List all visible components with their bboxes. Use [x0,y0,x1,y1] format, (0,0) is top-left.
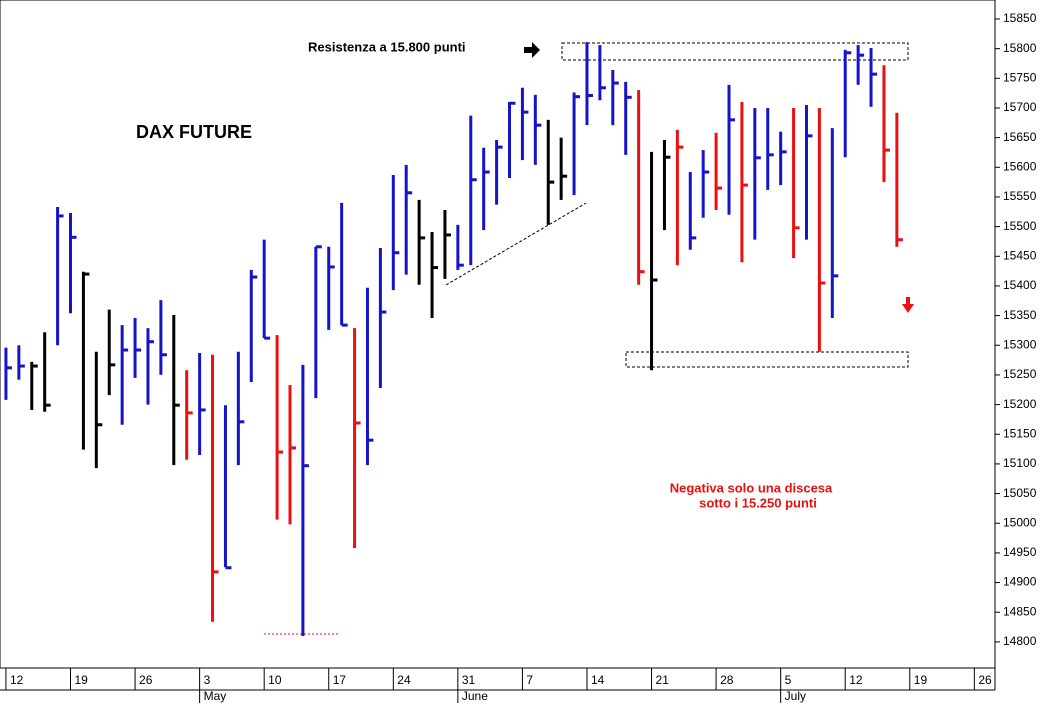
y-tick-label: 14850 [1003,604,1037,618]
x-tick-label: 28 [720,673,734,687]
x-tick-label: 5 [785,673,792,687]
y-tick-label: 15550 [1003,189,1037,203]
x-tick-label: 26 [139,673,153,687]
y-tick-label: 15850 [1003,11,1037,25]
month-label: July [785,689,806,703]
chart-title: DAX FUTURE [136,122,252,142]
month-label: June [462,689,488,703]
y-tick-label: 15500 [1003,219,1037,233]
x-tick-label: 12 [10,673,24,687]
y-tick-label: 15100 [1003,456,1037,470]
resistance-zone [561,42,909,61]
x-tick-label: 21 [656,673,670,687]
y-tick-label: 15200 [1003,397,1037,411]
y-tick-label: 15650 [1003,130,1037,144]
x-tick-label: 24 [397,673,411,687]
annotation: Negativa solo una discesa [670,480,833,495]
trend-line [445,202,587,286]
plot-area [0,0,996,669]
month-label: May [204,689,227,703]
x-tick-label: 10 [268,673,282,687]
arrow-down [902,297,914,313]
y-tick-label: 15250 [1003,367,1037,381]
x-tick-label: 26 [978,673,992,687]
annotation: Resistenza a 15.800 punti [308,39,466,54]
x-tick-label: 17 [333,673,347,687]
y-tick-label: 15400 [1003,278,1037,292]
support-zone [625,351,909,368]
y-tick-label: 15350 [1003,308,1037,322]
y-tick-label: 14800 [1003,634,1037,648]
y-tick-label: 15150 [1003,426,1037,440]
x-tick-label: 19 [74,673,88,687]
annotation: sotto i 15.250 punti [699,495,817,510]
y-tick-label: 14900 [1003,575,1037,589]
x-tick-label: 12 [849,673,863,687]
y-tick-label: 15450 [1003,248,1037,262]
y-tick-label: 15600 [1003,159,1037,173]
x-tick-label: 19 [914,673,928,687]
y-tick-label: 15000 [1003,515,1037,529]
y-tick-label: 15050 [1003,486,1037,500]
y-tick-label: 15700 [1003,100,1037,114]
y-tick-label: 14950 [1003,545,1037,559]
y-tick-label: 15750 [1003,70,1037,84]
x-tick-label: 3 [204,673,211,687]
y-tick-label: 15300 [1003,337,1037,351]
arrow-right [524,42,540,58]
y-tick-label: 15800 [1003,41,1037,55]
x-tick-label: 31 [462,673,476,687]
x-tick-label: 7 [526,673,533,687]
x-tick-label: 14 [591,673,605,687]
